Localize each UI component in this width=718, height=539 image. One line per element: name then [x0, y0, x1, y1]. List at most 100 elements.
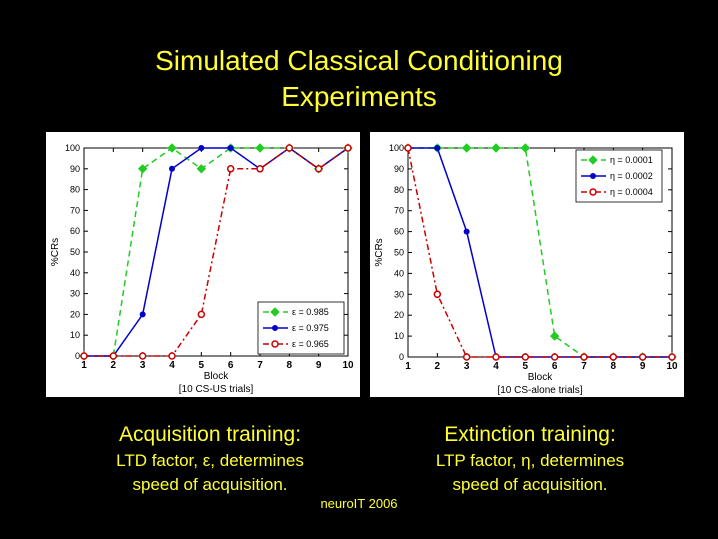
y-tick-label: 10 — [70, 330, 80, 340]
slide-title-line2: Experiments — [281, 81, 437, 112]
x-axis-label: Block — [528, 372, 553, 383]
acquisition-chart: 0 10 20 30 40 50 60 70 80 90 100 1 2 3 4 5 6 7 8 9 10 %CRs Blo… — [50, 143, 354, 395]
data-point — [461, 143, 472, 153]
x-tick-label: 1 — [405, 361, 411, 372]
series-line-1 — [408, 147, 672, 358]
data-point — [314, 165, 323, 173]
legend-label: ε = 0.985 — [292, 307, 329, 317]
x-tick-label: 5 — [199, 360, 205, 371]
slide-title-line1: Simulated Classical Conditioning — [155, 45, 563, 76]
y-tick-label: 100 — [389, 143, 404, 153]
y-tick-label: 90 — [70, 164, 80, 174]
data-point — [167, 143, 177, 153]
y-axis-label: %CRs — [374, 238, 385, 266]
data-point — [168, 352, 176, 360]
y-tick-label: 30 — [70, 289, 80, 299]
y-tick-label: 50 — [70, 247, 80, 257]
x-tick-label: 9 — [316, 360, 322, 371]
data-point — [550, 353, 559, 361]
data-point — [462, 353, 471, 361]
footer-text: neuroIT 2006 — [320, 496, 398, 511]
x-tick-label: 4 — [169, 360, 175, 371]
series-line-3 — [84, 147, 349, 357]
y-tick-label: 80 — [394, 185, 404, 195]
y-tick-label: 20 — [394, 310, 404, 320]
y-axis-label: %CRs — [50, 238, 61, 266]
data-point — [463, 228, 470, 235]
legend-marker — [271, 340, 279, 348]
acquisition-caption-line2: speed of acquisition. — [132, 475, 288, 494]
data-point — [434, 145, 441, 151]
legend-label: η = 0.0001 — [610, 155, 653, 165]
y-tick-label: 0 — [75, 351, 80, 361]
data-point — [520, 143, 531, 153]
data-point — [138, 352, 147, 360]
data-point — [549, 331, 560, 341]
x-tick-label: 3 — [464, 361, 470, 372]
legend-marker — [590, 173, 596, 179]
y-tick-label: 60 — [70, 226, 80, 236]
x-tick-label: 10 — [666, 361, 678, 372]
x-tick-label: 9 — [640, 361, 646, 372]
y-tick-label: 50 — [394, 248, 404, 258]
data-point — [227, 145, 234, 151]
data-point — [521, 353, 530, 361]
data-point — [433, 290, 442, 299]
x-tick-label: 7 — [257, 360, 263, 371]
extinction-chart: 0 10 20 30 40 50 60 70 80 90 100 1 2 3 4 5 6 7 8 9 10 %CRs Blo… — [374, 143, 678, 396]
extinction-caption-line1: LTP factor, η, determines — [435, 451, 625, 470]
y-tick-label: 40 — [70, 268, 80, 278]
y-tick-label: 10 — [394, 331, 404, 341]
legend-label: ε = 0.965 — [292, 339, 329, 349]
data-point — [197, 310, 206, 319]
legend-marker — [588, 155, 598, 165]
x-tick-label: 5 — [523, 361, 529, 372]
series-line-3 — [407, 147, 672, 358]
y-tick-label: 40 — [394, 268, 404, 278]
x-tick-label: 1 — [81, 360, 87, 371]
y-tick-label: 0 — [399, 352, 404, 362]
acquisition-chart-panel: 0 10 20 30 40 50 60 70 80 90 100 1 2 3 4 5 6 7 8 9 10 %CRs Blo… — [46, 132, 360, 397]
data-point — [256, 165, 264, 173]
data-point — [139, 311, 146, 318]
y-tick-label: 100 — [65, 143, 80, 153]
data-point — [198, 145, 205, 151]
x-tick-label: 6 — [552, 361, 558, 372]
x-tick-label: 8 — [611, 361, 617, 372]
y-tick-label: 30 — [394, 289, 404, 299]
legend-marker — [272, 325, 278, 331]
data-point — [638, 353, 647, 361]
data-point — [109, 352, 118, 360]
x-axis-label: Block — [204, 371, 229, 382]
x-tick-label: 10 — [342, 360, 354, 371]
legend-label: ε = 0.975 — [292, 323, 329, 333]
data-point — [255, 143, 265, 153]
data-point — [404, 144, 412, 152]
data-point — [492, 353, 500, 361]
extinction-heading: Extinction training: — [444, 423, 616, 446]
acquisition-heading: Acquisition training: — [118, 423, 302, 446]
x-tick-label: 8 — [287, 360, 293, 371]
legend-marker — [270, 307, 280, 317]
data-point — [226, 165, 235, 173]
x-axis-sublabel: [10 CS-alone trials] — [497, 385, 582, 396]
x-tick-label: 3 — [140, 360, 146, 371]
data-point — [344, 144, 352, 152]
data-point — [169, 165, 175, 172]
data-point — [80, 352, 88, 360]
acquisition-caption-line1: LTD factor, ε, determines — [116, 451, 304, 470]
data-point — [580, 353, 588, 361]
x-axis-sublabel: [10 CS-US trials] — [179, 384, 254, 395]
series-line-2 — [84, 147, 349, 357]
data-point — [668, 353, 676, 361]
legend-marker — [589, 188, 597, 196]
x-tick-label: 2 — [435, 361, 441, 372]
data-point — [285, 144, 294, 152]
y-tick-label: 20 — [70, 309, 80, 319]
data-point — [196, 164, 207, 174]
x-tick-label: 7 — [581, 361, 587, 372]
data-point — [137, 164, 148, 174]
y-tick-label: 60 — [394, 227, 404, 237]
y-tick-label: 90 — [394, 164, 404, 174]
extinction-caption-line2: speed of acquisition. — [452, 475, 608, 494]
